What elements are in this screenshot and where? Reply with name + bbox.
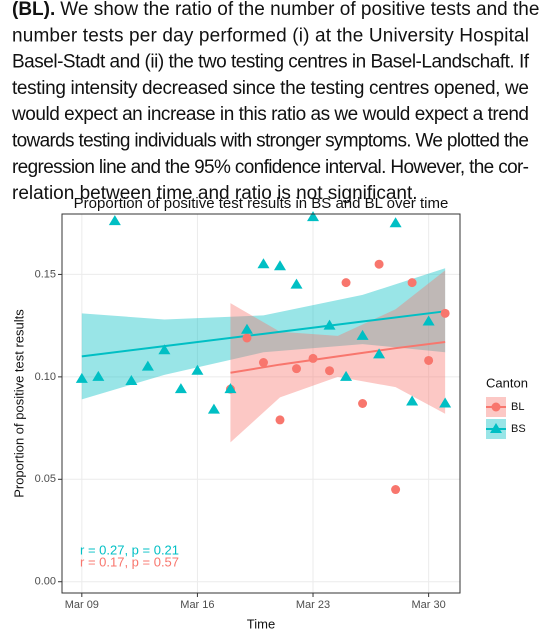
point <box>125 374 138 385</box>
regression-line <box>230 341 446 374</box>
x-tick-label: Mar 30 <box>411 599 445 611</box>
paragraph-text: regression line and the 95% confidence i… <box>12 157 529 178</box>
point <box>424 355 434 365</box>
point <box>308 353 318 363</box>
point <box>325 366 335 376</box>
legend-label: BS <box>511 423 526 435</box>
x-tick-label: Mar 16 <box>180 599 214 611</box>
paragraph-text: We show the ratio of the number of posit… <box>60 0 539 20</box>
point <box>207 403 220 414</box>
point <box>373 348 386 359</box>
point <box>75 372 88 383</box>
point <box>358 399 368 408</box>
point <box>191 364 204 375</box>
legend-title: Canton <box>486 375 528 390</box>
paragraph-text: would expect an increase in this ratio a… <box>11 104 529 125</box>
paragraph-line: number tests per day performed (i) at th… <box>12 25 529 46</box>
paragraph-line: towards testing individuals with stronge… <box>12 131 529 152</box>
legend-key-marker <box>490 423 502 433</box>
regression-line <box>81 310 446 358</box>
point <box>240 323 253 334</box>
point <box>257 258 270 269</box>
point <box>374 259 384 269</box>
point <box>341 278 351 288</box>
paragraph-text: testing intensity decreased since the te… <box>12 78 529 99</box>
point <box>439 397 452 408</box>
legend-key-marker <box>491 402 501 412</box>
point <box>391 485 401 495</box>
point <box>174 383 187 394</box>
point <box>323 319 336 330</box>
point <box>141 360 154 371</box>
y-tick-label: 0.10 <box>35 371 56 383</box>
point <box>292 364 302 374</box>
legend-label: BL <box>511 401 524 413</box>
paragraph-text: number tests per day performed (i) at th… <box>12 25 529 46</box>
paragraph-line: regression line and the 95% confidence i… <box>12 157 529 178</box>
point <box>108 215 121 226</box>
point <box>224 383 237 394</box>
point <box>422 315 435 326</box>
annotation: r = 0.17, p = 0.57 <box>80 554 179 569</box>
point <box>356 329 369 340</box>
point <box>275 415 285 425</box>
paragraph-line: Basel-Stadt and (ii) the two testing cen… <box>12 52 530 73</box>
panel-border <box>61 213 461 594</box>
y-axis-label: Proportion of positive test results <box>11 309 26 498</box>
point <box>273 260 286 271</box>
point <box>340 370 353 381</box>
x-tick-label: Mar 09 <box>65 599 99 611</box>
paragraph-lead: (BL). <box>12 0 55 20</box>
annotation: r = 0.27, p = 0.21 <box>80 542 179 557</box>
point <box>258 358 268 368</box>
point <box>92 370 105 381</box>
paragraph-text: Basel-Stadt and (ii) the two testing cen… <box>12 52 530 73</box>
x-tick-label: Mar 23 <box>296 599 330 611</box>
y-tick-label: 0.15 <box>35 268 56 280</box>
point <box>406 395 419 406</box>
panel-bg <box>62 214 460 593</box>
point <box>158 344 171 355</box>
paragraph-text: towards testing individuals with stronge… <box>12 131 529 152</box>
point <box>389 217 402 228</box>
x-axis-label: Time <box>247 616 275 631</box>
point <box>242 333 252 343</box>
paragraph-line: testing intensity decreased since the te… <box>12 78 529 99</box>
point <box>307 211 320 222</box>
paragraph-line: relation between time and ratio is not s… <box>12 183 418 204</box>
paragraph-line: would expect an increase in this ratio a… <box>11 104 529 125</box>
point <box>407 278 417 288</box>
paragraph-text: relation between time and ratio is not s… <box>12 183 418 204</box>
point <box>290 278 303 289</box>
y-tick-label: 0.05 <box>35 473 56 485</box>
chart-title: Proportion of positive test results in B… <box>74 195 449 212</box>
paragraph-line: (BL). We show the ratio of the number of … <box>12 0 539 20</box>
point <box>440 308 450 318</box>
y-tick-label: 0.00 <box>35 576 56 588</box>
